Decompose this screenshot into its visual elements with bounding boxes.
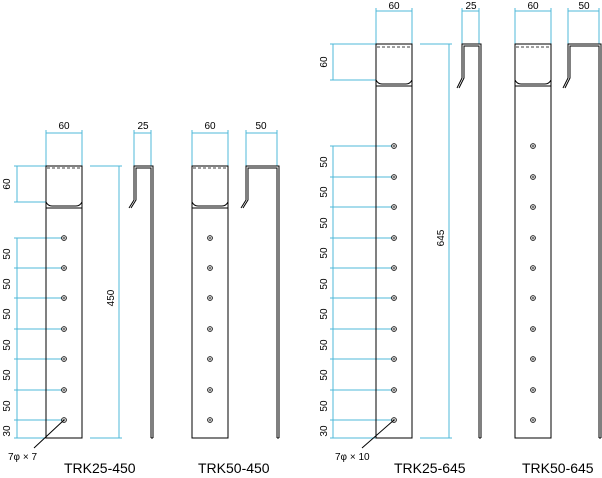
model-label: TRK25-450: [64, 460, 136, 476]
hole-row: [391, 143, 397, 423]
spacing-label: 50: [319, 186, 330, 198]
spacing-label: 50: [319, 400, 330, 412]
depth-label: 50: [578, 1, 590, 12]
width-label: 60: [388, 1, 400, 12]
model-label: TRK25-645: [394, 460, 466, 476]
bottom-dim-label: 30: [319, 425, 330, 437]
depth-label: 50: [255, 121, 267, 132]
hole-row: [61, 235, 67, 423]
spacing-label: 50: [319, 247, 330, 259]
drawing-trk25-450: 60 25 60 50 50 50 50 50 50 30: [2, 121, 154, 476]
hole-note: 7φ × 7: [8, 452, 37, 463]
model-label: TRK50-645: [522, 460, 594, 476]
spacing-label: 50: [2, 339, 13, 351]
spacing-label: 50: [319, 278, 330, 290]
spacing-label: 50: [2, 400, 13, 412]
depth-label: 25: [137, 121, 149, 132]
width-label: 60: [204, 121, 216, 132]
width-label: 60: [58, 121, 70, 132]
spacing-label: 50: [319, 156, 330, 168]
width-label: 60: [527, 1, 539, 12]
length-label: 450: [106, 289, 117, 306]
hole-row: [207, 235, 213, 423]
spacing-label: 50: [319, 339, 330, 351]
spacing-label: 50: [319, 308, 330, 320]
spacing-label: 50: [319, 217, 330, 229]
drawing-trk50-645: 60 50 TRK50-645: [514, 1, 602, 476]
drawing-trk50-450: 60 50 TRK50-450: [191, 121, 280, 476]
bottom-dim-label: 30: [2, 425, 13, 437]
top-dim-label: 60: [319, 56, 330, 68]
spacing-label: 50: [319, 369, 330, 381]
drawing-trk25-645: 60 25 60 50 50 50 50 50 50 50 50 50 30: [319, 1, 482, 476]
spacing-label: 50: [2, 278, 13, 290]
spacing-label: 50: [2, 308, 13, 320]
depth-label: 25: [465, 1, 477, 12]
hole-row: [530, 143, 536, 423]
top-dim-label: 60: [2, 178, 13, 190]
hole-note: 7φ × 10: [335, 452, 370, 463]
spacing-label: 50: [2, 369, 13, 381]
model-label: TRK50-450: [198, 460, 270, 476]
length-label: 645: [436, 229, 447, 246]
spacing-label: 50: [2, 248, 13, 260]
